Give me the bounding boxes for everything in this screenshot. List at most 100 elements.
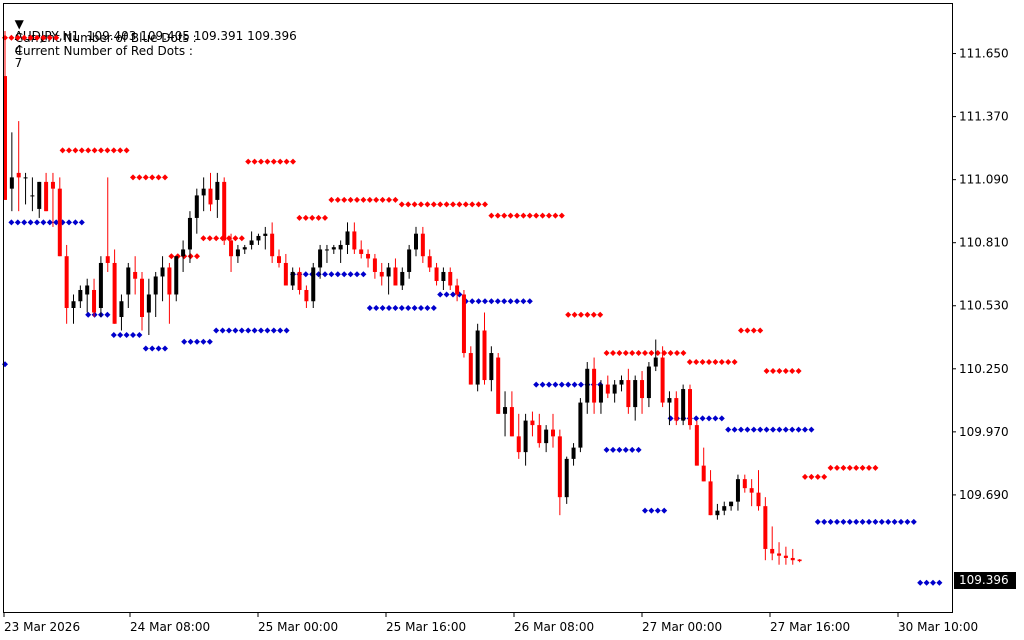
blue-dot (507, 298, 514, 305)
blue-dot (738, 426, 744, 433)
blue-dot (14, 219, 21, 226)
candle-body (448, 271, 453, 286)
blue-dot (846, 518, 853, 525)
red-dot (507, 212, 514, 219)
blue-dot (354, 271, 360, 278)
blue-dot (936, 579, 943, 586)
red-dot (552, 212, 559, 219)
blue-dot (565, 381, 572, 388)
red-dot (603, 350, 610, 357)
candle-body (694, 425, 699, 466)
blue-dot (744, 426, 751, 433)
collapse-arrow-icon[interactable]: ▼ (14, 17, 24, 31)
blue-dot (603, 446, 610, 453)
red-dot (763, 368, 770, 375)
candle-body (277, 256, 281, 263)
candle-body (379, 271, 384, 277)
blue-dot (277, 327, 284, 334)
red-dot (482, 201, 488, 208)
candle-body (455, 285, 460, 295)
blue-dot (917, 579, 924, 586)
candle-body (414, 233, 418, 250)
blue-dot (142, 345, 149, 352)
red-dot (814, 473, 821, 480)
blue-dot (53, 219, 60, 226)
red-dot (821, 473, 828, 480)
candle-body (359, 249, 364, 254)
red-dot (296, 214, 303, 221)
blue-dot (482, 298, 488, 305)
blue-dot (347, 271, 354, 278)
candle-body (222, 181, 227, 241)
y-tick-label: 110.530 (959, 299, 1009, 313)
red-dot (334, 196, 341, 203)
red-dot (757, 327, 764, 334)
blue-dot (699, 415, 706, 422)
candle-body (311, 267, 316, 302)
time-axis[interactable]: 23 Mar 2026 24 Mar 08:00 25 Mar 00:00 25 Ma… (3, 612, 978, 634)
candle-body (215, 181, 220, 200)
price-axis[interactable]: 111.650 111.370 111.090 110.810 110.530 110.2… (952, 47, 1009, 502)
candle-body (9, 177, 14, 189)
red-dot (770, 368, 776, 375)
candle-body (297, 271, 302, 290)
candle-body (551, 429, 555, 437)
candle-body (489, 353, 494, 381)
red-dot (354, 196, 360, 203)
candle-body (715, 510, 720, 516)
candle-body (366, 253, 371, 259)
red-dot (40, 34, 47, 41)
red-dot (808, 473, 815, 480)
blue-dot (520, 298, 527, 305)
candle-body (571, 447, 576, 459)
red-dot (539, 212, 546, 219)
red-dot (341, 196, 348, 203)
candle-body (557, 436, 562, 498)
red-dot (718, 359, 725, 366)
candle-body (640, 380, 645, 399)
red-dot (520, 212, 527, 219)
blue-dot (539, 381, 546, 388)
blue-dot (334, 271, 341, 278)
blue-dot (693, 415, 700, 422)
blue-dot (898, 518, 904, 525)
blue-dot (40, 219, 47, 226)
red-dot (789, 368, 796, 375)
candle-body (270, 233, 275, 257)
red-dot (738, 327, 744, 334)
candle-body (605, 384, 610, 394)
candle-body (420, 233, 425, 257)
red-dot (213, 235, 220, 242)
candle-body (626, 380, 631, 408)
red-dot (360, 196, 367, 203)
candle-body (530, 420, 535, 426)
blue-dot (648, 507, 655, 514)
blue-dot (245, 327, 252, 334)
blue-dot (270, 327, 277, 334)
blue-dot (757, 426, 764, 433)
blue-dot (488, 298, 495, 305)
blue-dot (91, 311, 98, 318)
candle-body (503, 407, 508, 414)
blue-dot (885, 518, 892, 525)
red-dot (418, 201, 424, 208)
red-dot (565, 311, 572, 318)
red-dot (622, 350, 629, 357)
blue-dot (2, 361, 8, 368)
blue-dot (923, 579, 930, 586)
red-dot (430, 201, 437, 208)
blue-dot (629, 446, 636, 453)
blue-dot (251, 327, 258, 334)
blue-dot (622, 446, 629, 453)
blue-dot (34, 219, 40, 226)
blue-dot (213, 327, 220, 334)
blue-dot (725, 426, 732, 433)
red-dot (168, 253, 175, 260)
candle-body (201, 188, 206, 196)
blue-dot (219, 327, 226, 334)
candle-body (331, 247, 336, 250)
blue-dot (866, 518, 872, 525)
red-dot (475, 201, 482, 208)
candle-body (516, 436, 521, 453)
